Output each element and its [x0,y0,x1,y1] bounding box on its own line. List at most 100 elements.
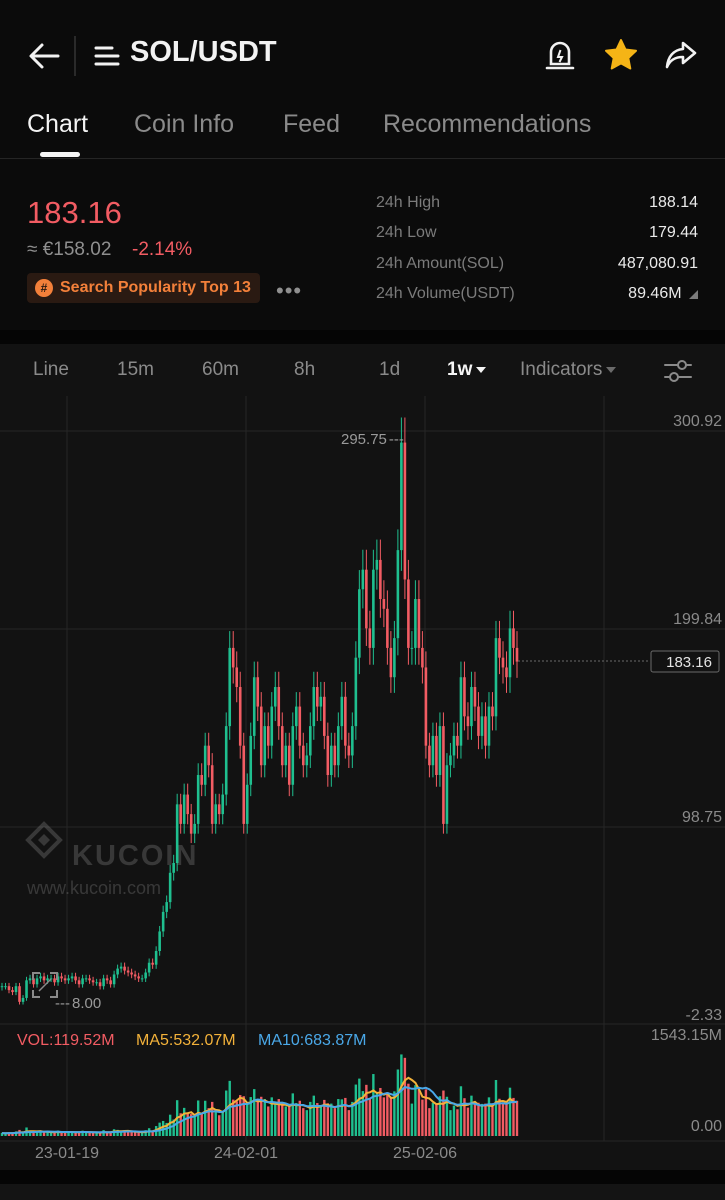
volume-bar [515,1100,519,1136]
candle [323,696,326,736]
favorite-star-icon[interactable] [603,37,639,73]
candle [494,638,498,717]
candle [301,745,305,766]
candle [326,735,330,776]
candle [154,951,158,965]
volume-bar [477,1102,480,1136]
share-icon[interactable] [664,39,698,71]
candle [256,677,260,707]
candle [221,794,225,815]
volume-bar [354,1084,358,1136]
more-dots-icon[interactable]: ••• [276,278,303,303]
interval-15m[interactable]: 15m [117,359,154,380]
candle [466,716,470,727]
candle [161,911,165,932]
dropdown-caret-icon [476,366,487,373]
candle [445,765,449,824]
interval-line[interactable]: Line [33,359,69,380]
search-popularity-badge[interactable]: # Search Popularity Top 13 [27,273,260,303]
volume-bar [428,1108,431,1136]
volume-bar [0,1132,4,1136]
tab-recommendations[interactable]: Recommendations [383,110,592,138]
candle [242,745,246,824]
trading-pair-title[interactable]: SOL/USDT [130,36,277,68]
candle [435,735,438,776]
price-alert-bell-icon[interactable] [544,38,576,72]
candlestick-chart[interactable]: KUCOIN www.kucoin.com 183.16 295.75 --- -… [0,396,725,1170]
menu-list-icon[interactable] [94,44,120,68]
volume-bar [246,1104,249,1136]
candle [351,726,354,756]
candle [449,755,452,766]
interval-60m[interactable]: 60m [202,359,239,380]
volume-bar [351,1101,354,1136]
candle [428,745,431,766]
volume-bar [347,1110,351,1136]
volume-bar [452,1105,456,1136]
tab-chart[interactable]: Chart [27,110,89,138]
volume-bar [140,1132,144,1136]
volume-bar [53,1131,56,1136]
volume-bar [196,1100,200,1136]
back-arrow-icon[interactable] [28,42,60,70]
candle [203,745,207,785]
stat-label-high: 24h High [376,194,441,211]
volume-legend: VOL:119.52M [17,1032,115,1049]
dropdown-caret-icon [606,366,617,373]
candle [368,628,372,648]
min-marker-dash: --- [55,995,70,1012]
interval-1d[interactable]: 1d [379,359,401,380]
corner-triangle-icon [689,290,698,299]
volume-bar [98,1131,102,1136]
candle [4,986,7,988]
candle [175,804,179,864]
volume-bar [375,1093,379,1136]
candle [330,745,333,776]
volume-bar [4,1133,7,1136]
y-axis-label-3: 98.75 [682,809,722,826]
candle [189,814,193,834]
candle [252,677,256,736]
volume-bar [302,1108,305,1136]
candle [35,978,39,985]
volume-ma10-line [1,1085,518,1135]
candle [382,599,386,609]
candle [424,667,428,746]
candle [375,559,379,570]
candle [186,794,189,815]
candle [512,628,515,648]
volume-axis-top: 1543.15M [651,1027,722,1044]
volume-bar [39,1131,42,1136]
candle [130,972,133,975]
candle [119,966,123,969]
candle [49,978,53,980]
candle [291,726,295,785]
candle [32,978,35,985]
tab-coin-info[interactable]: Coin Info [134,110,235,138]
interval-8h[interactable]: 8h [294,359,316,380]
stat-value-volume: 89.46M [628,285,698,303]
candle [200,775,203,785]
price-change-percent: -2.14% [132,239,193,260]
volume-axis-bottom: 0.00 [691,1118,722,1135]
candle [393,638,396,678]
candle [354,657,358,727]
volume-bar [393,1091,396,1136]
candle [361,569,365,590]
volume-bar [323,1099,326,1136]
last-price: 183.16 [27,195,122,230]
volume-bar [270,1097,273,1136]
tab-feed[interactable]: Feed [283,110,340,138]
candle [340,696,344,727]
fullscreen-toggle-icon[interactable] [32,972,58,998]
volume-bar [442,1090,445,1136]
candle [386,608,389,648]
candle [294,706,298,727]
chart-settings-sliders-icon[interactable] [664,358,692,384]
candle [333,745,337,766]
candle [491,706,494,717]
candle [0,986,4,988]
interval-1w[interactable]: 1w [447,359,487,381]
indicators-dropdown[interactable]: Indicators [520,359,617,381]
volume-bar [295,1103,298,1136]
